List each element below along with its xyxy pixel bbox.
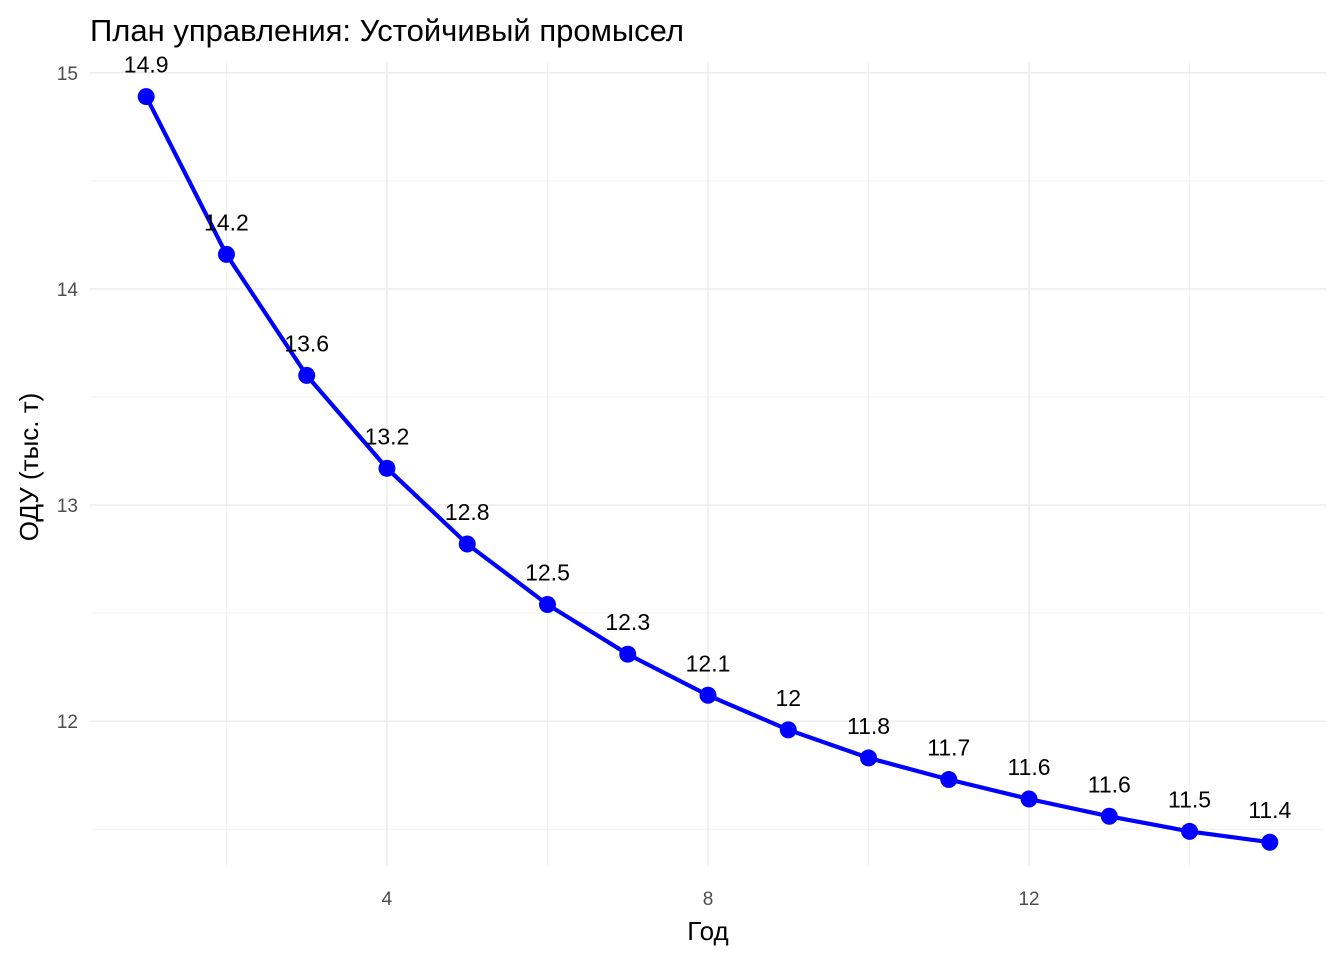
data-label: 11.7 <box>927 735 970 761</box>
data-label: 12.8 <box>445 499 490 525</box>
data-point <box>1181 822 1199 840</box>
data-label: 11.8 <box>847 713 890 739</box>
data-point <box>1261 833 1279 851</box>
data-point <box>860 749 878 767</box>
y-tick-label: 12 <box>57 712 78 733</box>
data-point <box>538 595 556 613</box>
x-tick-label: 12 <box>1018 889 1039 910</box>
y-axis-title: ОДУ (тыс. т) <box>14 393 44 542</box>
y-tick-label: 13 <box>57 496 78 517</box>
x-tick-label: 8 <box>703 889 714 910</box>
tick-labels: 4 8 12 12 13 14 15 <box>57 64 1040 910</box>
grid <box>90 62 1326 866</box>
data-point <box>1100 807 1118 825</box>
y-tick-label: 15 <box>57 64 78 85</box>
data-point <box>1020 790 1038 808</box>
chart-title: План управления: Устойчивый промысел <box>90 13 684 48</box>
data-label: 14.2 <box>204 209 249 235</box>
data-point <box>699 686 717 704</box>
y-tick-label: 14 <box>57 280 79 301</box>
x-tick-label: 4 <box>382 889 393 910</box>
data-point <box>619 645 637 663</box>
data-point <box>217 245 235 263</box>
data-point <box>940 771 958 789</box>
data-label: 12 <box>775 685 801 711</box>
data-point <box>458 535 476 553</box>
data-label: 11.4 <box>1248 797 1291 823</box>
data-point <box>298 366 316 384</box>
series <box>137 88 1279 851</box>
data-label: 12.1 <box>686 650 731 676</box>
data-point <box>137 88 155 106</box>
data-point <box>378 459 396 477</box>
data-labels: 14.9 14.2 13.6 13.2 12.8 12.5 12.3 12.1 12 11.8 11… <box>124 52 1292 824</box>
data-label: 13.6 <box>284 330 329 356</box>
data-label: 12.3 <box>605 609 650 635</box>
x-axis-title: Год <box>687 916 728 946</box>
data-point <box>779 721 797 739</box>
data-label: 11.6 <box>1008 754 1051 780</box>
data-label: 14.9 <box>124 52 169 78</box>
data-label: 11.5 <box>1168 786 1211 812</box>
data-label: 12.5 <box>525 559 570 585</box>
data-label: 13.2 <box>365 423 410 449</box>
data-label: 11.6 <box>1088 771 1131 797</box>
